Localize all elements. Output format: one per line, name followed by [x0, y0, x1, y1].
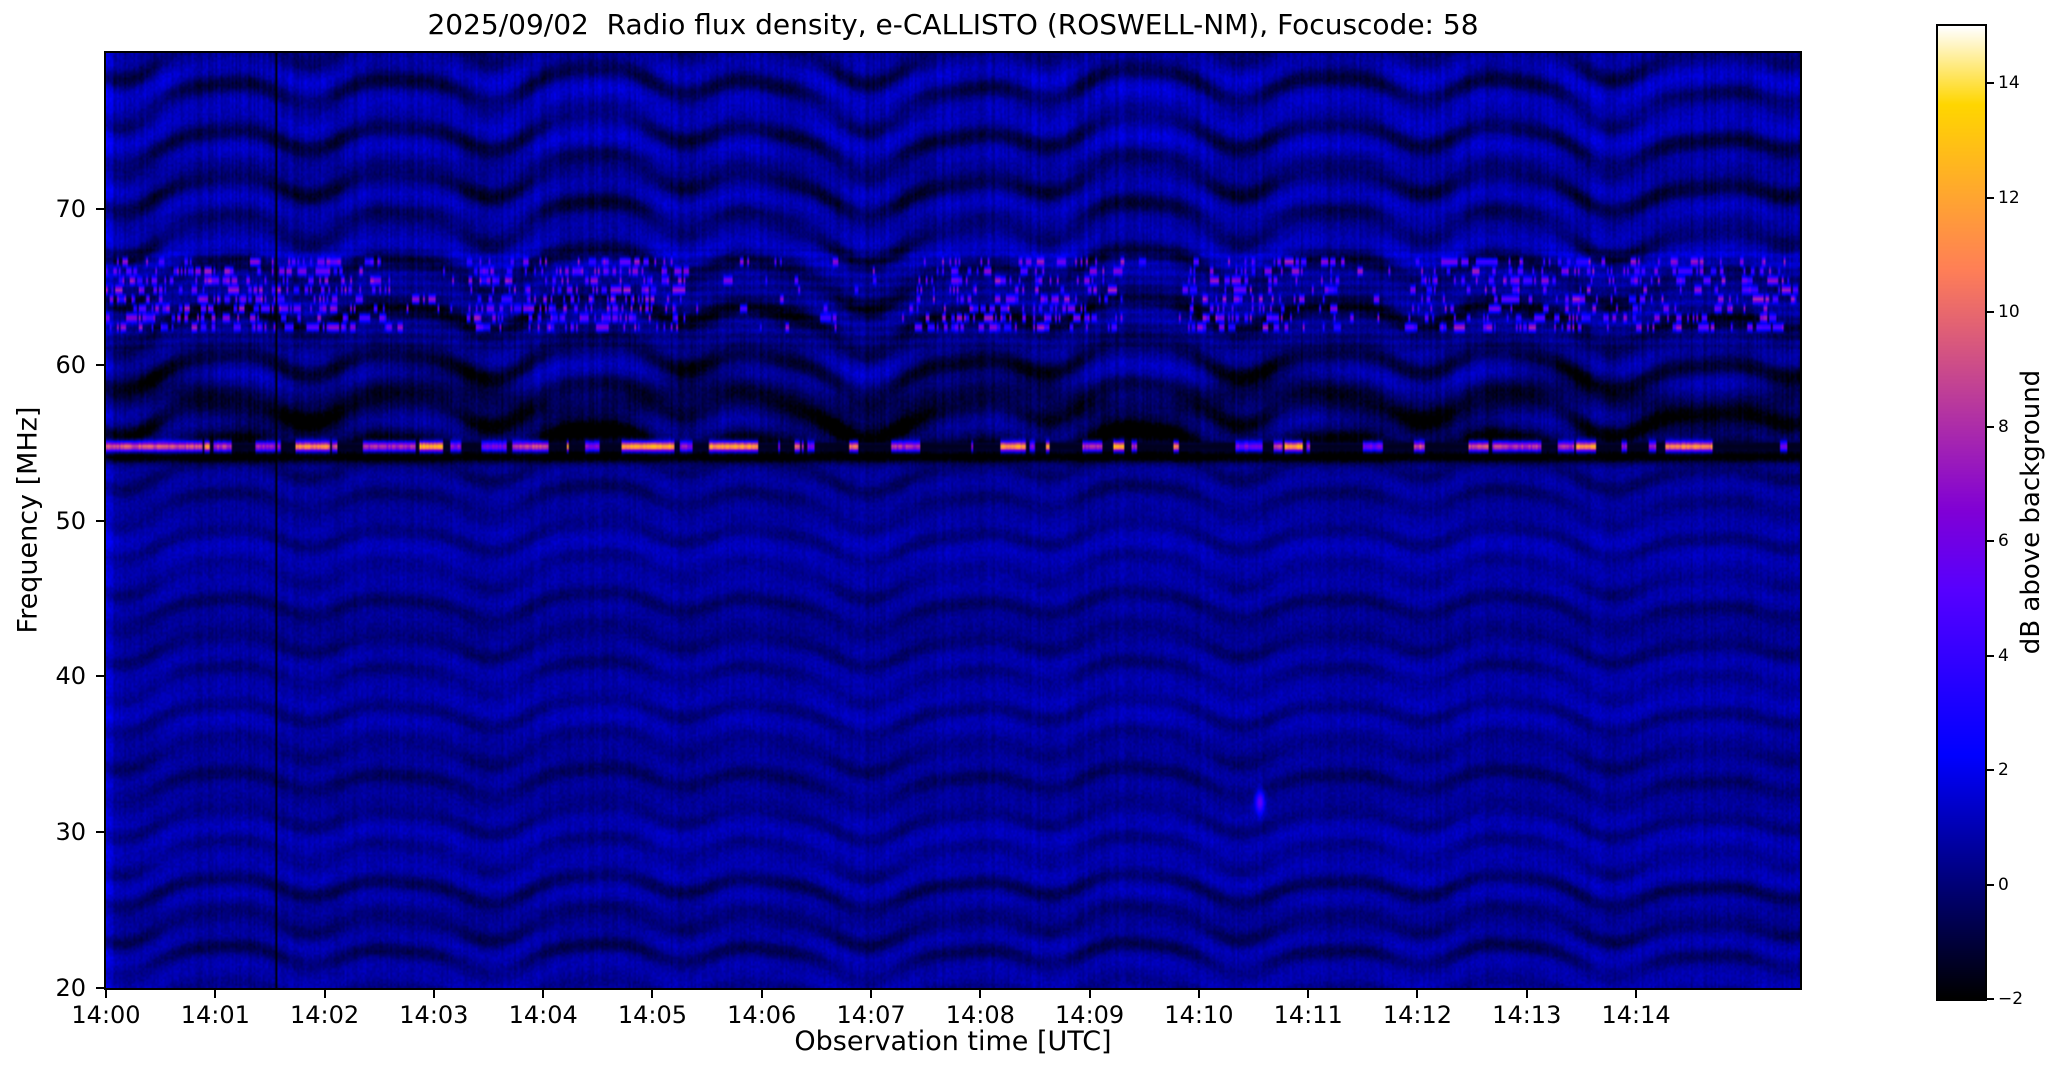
x-tick-mark [432, 990, 435, 998]
colorbar-tick-mark [1987, 196, 1994, 199]
y-tick-mark [96, 987, 104, 989]
x-tick-label: 14:01 [180, 1001, 250, 1029]
colorbar-tick-mark [1987, 654, 1994, 657]
colorbar-tick-mark [1987, 769, 1994, 772]
y-tick-label: 50 [55, 506, 86, 535]
colorbar-tick-label: 14 [1998, 73, 2020, 94]
x-tick-mark [105, 990, 107, 998]
x-tick-label: 14:00 [71, 1001, 141, 1029]
y-tick-mark [96, 207, 104, 210]
x-tick-label: 14:06 [727, 1001, 797, 1029]
colorbar-label: dB above background [2016, 369, 2046, 655]
x-tick-label: 14:12 [1382, 1001, 1453, 1029]
y-tick-mark [96, 675, 104, 678]
x-tick-mark [979, 990, 982, 998]
x-tick-label: 14:09 [1055, 1001, 1125, 1029]
y-tick-label: 20 [55, 974, 86, 1002]
y-tick-label: 40 [55, 662, 86, 691]
x-tick-mark [1088, 990, 1091, 998]
x-tick-label: 14:03 [399, 1001, 469, 1029]
x-tick-mark [1525, 990, 1528, 998]
colorbar-canvas [1938, 26, 1985, 999]
y-tick-mark [96, 519, 104, 522]
x-tick-label: 14:11 [1273, 1001, 1343, 1029]
x-tick-mark [214, 990, 217, 998]
y-tick-label: 70 [55, 194, 86, 223]
y-tick-mark [96, 831, 104, 834]
colorbar-tick-mark [1987, 540, 1994, 543]
x-tick-mark [1416, 990, 1419, 998]
x-tick-label: 14:14 [1601, 1001, 1671, 1029]
y-tick-mark [96, 363, 104, 366]
colorbar-tick-mark [1987, 82, 1994, 85]
x-tick-mark [760, 990, 763, 998]
x-tick-label: 14:04 [508, 1001, 578, 1029]
x-tick-mark [870, 990, 873, 998]
x-tick-label: 14:10 [1164, 1001, 1234, 1029]
x-tick-label: 14:05 [617, 1001, 688, 1029]
plot-area [104, 51, 1802, 990]
colorbar-tick-label: 8 [1998, 416, 2009, 437]
colorbar-tick-label: 2 [1998, 760, 2009, 781]
x-tick-mark [542, 990, 545, 998]
y-tick-label: 30 [55, 818, 86, 847]
colorbar-tick-label: 6 [1998, 531, 2009, 552]
colorbar-tick-label: 10 [1998, 302, 2020, 323]
colorbar-tick-label: 12 [1998, 187, 2020, 208]
colorbar [1936, 24, 1987, 1001]
colorbar-tick-label: 4 [1998, 645, 2009, 666]
x-tick-mark [1307, 990, 1310, 998]
colorbar-tick-mark [1987, 998, 1994, 1000]
x-tick-label: 14:02 [289, 1001, 360, 1029]
x-tick-mark [651, 990, 654, 998]
chart-title: 2025/09/02 Radio flux density, e-CALLIST… [427, 8, 1479, 41]
x-tick-label: 14:07 [836, 1001, 906, 1029]
spectrogram-canvas [106, 53, 1800, 988]
colorbar-tick-label: −2 [1998, 989, 2024, 1009]
colorbar-tick-label: 0 [1998, 874, 2009, 895]
colorbar-tick-mark [1987, 425, 1994, 428]
x-axis-label: Observation time [UTC] [794, 1026, 1112, 1057]
x-tick-label: 14:08 [945, 1001, 1015, 1029]
x-tick-mark [1197, 990, 1200, 998]
x-tick-label: 14:13 [1492, 1001, 1562, 1029]
colorbar-tick-mark [1987, 883, 1994, 886]
y-tick-label: 60 [55, 350, 86, 379]
x-tick-mark [1635, 990, 1638, 998]
x-tick-mark [323, 990, 326, 998]
colorbar-tick-mark [1987, 311, 1994, 314]
